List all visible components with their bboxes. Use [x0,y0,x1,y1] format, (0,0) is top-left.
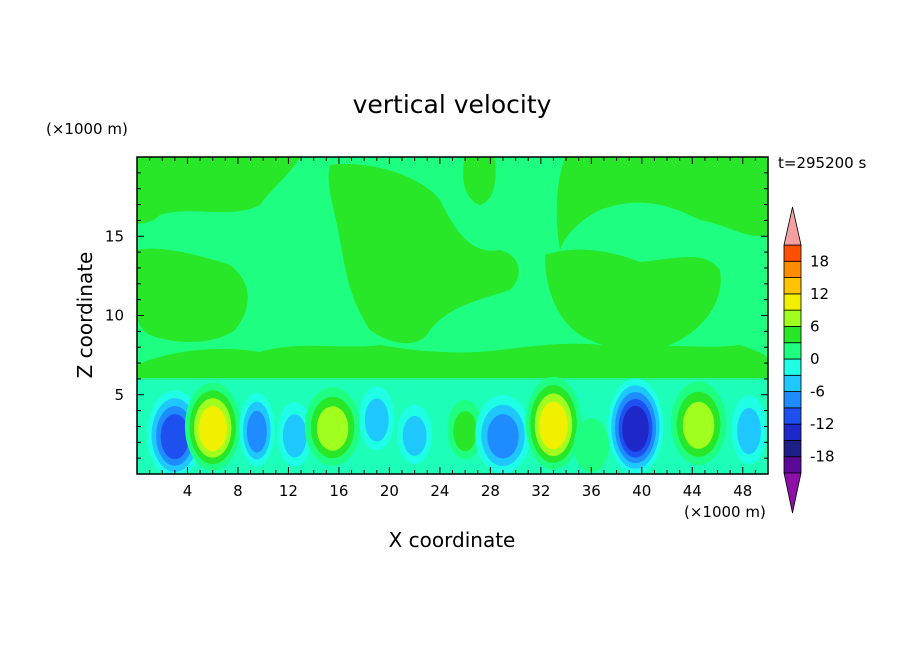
cell-updraft-4 [304,387,361,466]
colorbar-under-arrow [783,472,802,514]
cell-contour [539,401,568,450]
cell-updraft-12 [670,381,727,465]
cell-contour [622,405,649,452]
x-tick-label: 16 [329,482,348,500]
cell-contour [282,414,307,458]
patch-top-left [137,157,300,225]
colorbar-tick-label: -6 [810,383,825,401]
cell-downdraft-0 [147,390,203,474]
colorbar-segment [783,293,802,311]
cell-contour [316,406,349,451]
cell-downdraft-13 [731,395,767,465]
x-unit-label: (×1000 m) [684,503,766,521]
y-unit-label: (×1000 m) [46,120,128,138]
cell-contour [364,398,389,442]
colorbar-tick-label: 18 [810,252,829,270]
y-tick-label: 15 [105,227,124,245]
cell-contour [160,414,190,460]
colorbar-segment [783,374,802,392]
colorbar-segment [783,456,802,474]
x-tick-label: 32 [531,482,550,500]
patch-center [328,164,519,344]
cell-downdraft-11 [607,378,664,474]
x-tick-label: 20 [380,482,399,500]
chart-title: vertical velocity [353,90,552,119]
colorbar-tick-label: -18 [810,448,835,466]
convective-cells [147,376,767,474]
x-tick-label: 28 [481,482,500,500]
x-tick-label: 24 [430,482,449,500]
colorbar-over-arrow [783,206,802,246]
patch-right-mid [545,249,721,351]
x-tick-label: 48 [733,482,752,500]
x-tick-label: 36 [582,482,601,500]
colorbar-segment [783,358,802,376]
patch-left-mid [137,248,248,342]
colorbar-segment [783,440,802,458]
patch-right-top [556,157,768,250]
cell-contour [487,414,519,459]
cell-updraft-1 [184,382,241,471]
patch-low-band [137,343,768,380]
colorbar-segment [783,407,802,425]
x-tick-label: 44 [683,482,702,500]
colorbar-tick-label: 6 [810,317,820,335]
x-tick-label: 4 [183,482,193,500]
cell-downdraft-5 [359,386,395,451]
cell-contour [573,418,609,473]
x-tick-label: 8 [233,482,243,500]
colorbar: 18 12 6 0 -6 -12 -18 [783,206,835,514]
colorbar-tick-label: 12 [810,285,829,303]
cell-contour [682,401,715,449]
y-tick-label: 10 [105,307,124,325]
colorbar-segment [783,244,802,262]
cell-contour [246,410,267,453]
time-label: t=295200 s [778,154,866,172]
colorbar-segment [783,309,802,327]
plot-area [137,157,768,474]
colorbar-segment [783,277,802,295]
x-tick-label: 12 [279,482,298,500]
cell-downdraft-2 [239,392,275,467]
colorbar-segment [783,342,802,360]
upper-positive-patches [137,157,768,380]
colorbar-segment [783,326,802,344]
cell-downdraft-6 [396,404,433,464]
x-tick-label: 40 [632,482,651,500]
y-axis-title: Z coordinate [73,252,97,379]
colorbar-tick-label: 0 [810,350,820,368]
cell-downdraft-8 [475,395,531,474]
patch-top-center [463,157,496,205]
cell-contour [737,407,761,455]
cell-downdraft-3 [277,402,313,467]
cell-updraft-9 [525,376,582,470]
colorbar-segment [783,260,802,278]
cell-contour [453,411,478,452]
cell-updraft-10 [573,418,609,473]
y-tick-label: 5 [114,386,124,404]
colorbar-tick-label: -12 [810,415,835,433]
cell-contour [402,415,427,456]
x-axis-title: X coordinate [389,528,516,552]
y-axis: 5 10 15 [105,172,768,459]
cell-contour [198,406,227,452]
x-axis: 4 8 12 16 20 24 28 32 36 40 44 48 [149,157,756,500]
cell-updraft-7 [447,400,483,460]
colorbar-segment [783,423,802,441]
colorbar-segment [783,391,802,409]
